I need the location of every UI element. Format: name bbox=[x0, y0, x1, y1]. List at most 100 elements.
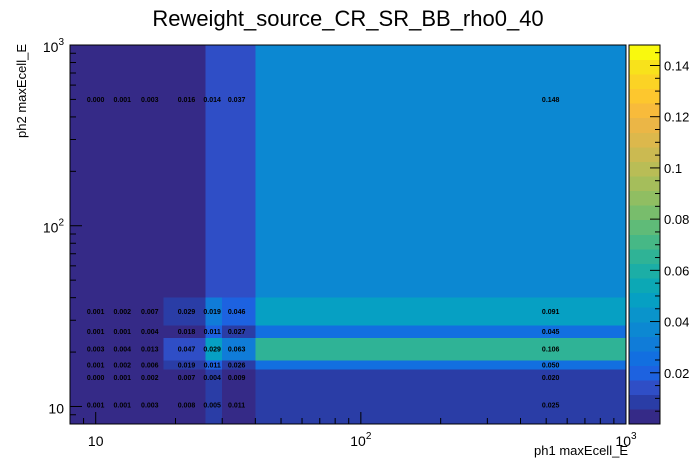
cell-value-label: 0.148 bbox=[542, 97, 560, 104]
cell-value-label: 0.005 bbox=[203, 402, 221, 409]
cell-value-label: 0.008 bbox=[178, 402, 196, 409]
cell-value-label: 0.091 bbox=[542, 309, 560, 316]
cell-value-label: 0.014 bbox=[203, 97, 221, 104]
heatmap-cell bbox=[222, 45, 256, 298]
heatmap-cell bbox=[116, 385, 164, 424]
cell-value-label: 0.004 bbox=[114, 347, 132, 354]
y-tick-label: 102 bbox=[43, 218, 65, 236]
cell-value-label: 0.011 bbox=[204, 329, 221, 336]
heatmap-cell bbox=[116, 325, 164, 338]
color-scale-band bbox=[629, 74, 660, 90]
cell-value-label: 0.001 bbox=[114, 329, 132, 336]
chart-title: Reweight_source_CR_SR_BB_rho0_40 bbox=[152, 6, 543, 31]
color-scale-band bbox=[629, 205, 660, 221]
color-scale-band bbox=[629, 409, 660, 425]
color-scale-band bbox=[629, 292, 660, 308]
x-axis-label: ph1 maxEcell_E bbox=[534, 443, 628, 458]
heatmap-cell bbox=[222, 297, 256, 326]
heatmap-cell bbox=[163, 337, 206, 361]
color-scale-band bbox=[629, 365, 660, 381]
heatmap-cell bbox=[70, 337, 117, 361]
heatmap-cell bbox=[163, 360, 206, 370]
color-scale-band bbox=[629, 161, 660, 177]
color-scale-band bbox=[629, 234, 660, 250]
heatmap-cell bbox=[163, 325, 206, 338]
cell-value-label: 0.047 bbox=[178, 347, 196, 354]
cell-value-label: 0.020 bbox=[542, 375, 560, 382]
cell-value-label: 0.006 bbox=[141, 362, 159, 369]
cell-value-label: 0.001 bbox=[87, 402, 105, 409]
cell-value-label: 0.011 bbox=[204, 362, 221, 369]
y-tick-label: 103 bbox=[43, 37, 65, 55]
heatmap-cell bbox=[70, 369, 117, 386]
color-scale-band bbox=[629, 103, 660, 119]
heatmap-cells bbox=[70, 45, 627, 424]
cell-value-label: 0.025 bbox=[542, 402, 560, 409]
heatmap-cell bbox=[116, 337, 164, 361]
x-tick-label: 10 bbox=[88, 433, 104, 449]
color-scale-band bbox=[629, 380, 660, 396]
color-scale-band bbox=[629, 263, 660, 279]
cell-value-label: 0.016 bbox=[178, 97, 196, 104]
cell-value-label: 0.002 bbox=[141, 375, 159, 382]
cell-value-label: 0.063 bbox=[228, 347, 246, 354]
color-scale-band bbox=[629, 88, 660, 104]
color-scale-band bbox=[629, 59, 660, 75]
color-scale-band bbox=[629, 394, 660, 410]
heatmap-cell bbox=[205, 45, 223, 298]
heatmap-cell bbox=[222, 325, 256, 338]
cell-value-label: 0.019 bbox=[178, 362, 196, 369]
color-scale-band bbox=[629, 321, 660, 337]
heatmap-cell bbox=[255, 297, 627, 326]
cell-value-label: 0.045 bbox=[542, 329, 560, 336]
cell-value-label: 0.002 bbox=[114, 362, 132, 369]
heatmap-cell bbox=[255, 45, 627, 298]
heatmap-cell bbox=[255, 337, 627, 361]
cell-value-label: 0.004 bbox=[203, 375, 221, 382]
cell-labels: 0.001 0.001 0.003 0.008 0.005 0.011 0.025 0.000… bbox=[87, 97, 560, 410]
color-scale-band bbox=[629, 351, 660, 366]
heatmap-cell bbox=[222, 369, 256, 386]
heatmap-cell bbox=[163, 45, 206, 298]
heatmap-cell bbox=[255, 369, 627, 386]
heatmap-cell bbox=[255, 385, 627, 424]
heatmap-cell bbox=[205, 369, 223, 386]
x-tick-label: 102 bbox=[350, 431, 372, 449]
y-tick-label: 10 bbox=[48, 400, 64, 416]
cell-value-label: 0.029 bbox=[178, 309, 196, 316]
heatmap-cell bbox=[205, 337, 223, 361]
cell-value-label: 0.003 bbox=[87, 347, 105, 354]
cell-value-label: 0.009 bbox=[228, 375, 246, 382]
color-scale-tick-label: 0.12 bbox=[664, 110, 689, 125]
cell-value-label: 0.003 bbox=[141, 402, 159, 409]
cell-value-label: 0.050 bbox=[542, 362, 560, 369]
heatmap-cell bbox=[205, 360, 223, 370]
color-scale-band bbox=[629, 190, 660, 206]
cell-value-label: 0.001 bbox=[114, 97, 132, 104]
heatmap-cell bbox=[116, 45, 164, 298]
heatmap-cell bbox=[222, 385, 256, 424]
heatmap-cell bbox=[255, 360, 627, 370]
cell-value-label: 0.007 bbox=[141, 309, 159, 316]
color-scale-frame bbox=[628, 44, 661, 425]
color-scale-band bbox=[629, 278, 660, 294]
color-scale-tick-label: 0.02 bbox=[664, 366, 689, 381]
cell-value-label: 0.026 bbox=[228, 362, 246, 369]
y-axis-label: ph2 maxEcell_E bbox=[14, 44, 29, 138]
color-scale-band bbox=[629, 117, 660, 133]
cell-value-label: 0.106 bbox=[542, 347, 560, 354]
heatmap-cell bbox=[70, 45, 117, 298]
heatmap-cell bbox=[205, 325, 223, 338]
color-scale-band bbox=[629, 249, 660, 264]
cell-value-label: 0.001 bbox=[114, 402, 132, 409]
heatmap-cell bbox=[116, 297, 164, 326]
color-scale-band bbox=[629, 45, 660, 60]
heatmap-cell bbox=[163, 369, 206, 386]
heatmap-cell bbox=[116, 369, 164, 386]
cell-value-label: 0.007 bbox=[178, 375, 196, 382]
cell-value-label: 0.027 bbox=[228, 329, 246, 336]
heatmap-cell bbox=[205, 385, 223, 424]
color-scale-tick-label: 0.04 bbox=[664, 315, 689, 330]
cell-value-label: 0.037 bbox=[228, 97, 246, 104]
